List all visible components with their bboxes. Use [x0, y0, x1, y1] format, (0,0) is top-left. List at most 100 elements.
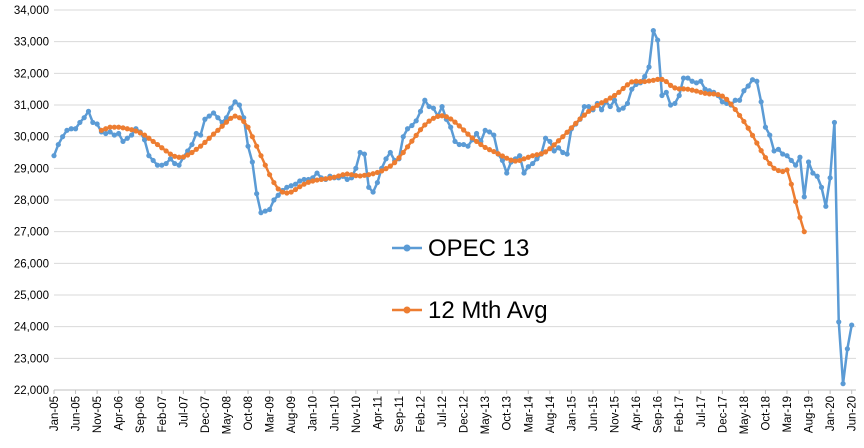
y-tick-label: 23,000 [14, 353, 49, 365]
data-point [374, 169, 380, 176]
data-point [167, 151, 174, 157]
data-point [831, 119, 838, 126]
data-point [245, 143, 251, 149]
legend-item-12-mth-avg: 12 Mth Avg [392, 297, 548, 324]
data-point [499, 157, 506, 164]
data-point [198, 132, 204, 138]
data-point [823, 203, 829, 209]
data-point [607, 103, 613, 110]
data-point [797, 154, 803, 160]
x-tick-label: Jun-20 [847, 396, 859, 431]
data-point [210, 131, 217, 137]
data-point [836, 319, 842, 325]
data-point [797, 214, 803, 221]
data-point [404, 144, 411, 150]
data-point [146, 135, 152, 141]
data-point [473, 130, 480, 137]
x-tick-label: Jan-10 [308, 396, 320, 431]
data-point [754, 140, 760, 146]
data-point [568, 125, 575, 131]
data-point [685, 75, 691, 81]
data-point [478, 141, 484, 148]
data-point [771, 148, 777, 154]
data-point [193, 130, 199, 137]
data-point [780, 168, 786, 175]
data-point [301, 176, 307, 183]
data-point [206, 113, 212, 119]
data-point [499, 153, 506, 159]
data-point [120, 138, 126, 145]
data-point [340, 172, 346, 178]
data-point [163, 160, 169, 167]
data-point [685, 86, 691, 92]
data-point [689, 87, 695, 93]
data-point [379, 168, 385, 174]
data-point [323, 176, 329, 182]
x-tick-label: Aug-14 [545, 395, 557, 433]
data-point [51, 153, 57, 159]
x-tick-label: Mar-14 [523, 395, 535, 432]
data-point [310, 178, 316, 184]
data-point [663, 78, 669, 85]
data-point [741, 118, 747, 125]
data-point [504, 155, 510, 161]
data-point [150, 138, 156, 145]
data-point [801, 229, 807, 235]
data-point [702, 86, 708, 92]
x-tick-label: May-18 [739, 396, 751, 434]
data-point [258, 210, 264, 216]
data-point [491, 148, 497, 155]
data-point [219, 123, 225, 129]
data-point [241, 118, 247, 125]
x-tick-label: Oct-13 [502, 396, 514, 431]
x-tick-label: Apr-06 [114, 396, 126, 431]
data-point [465, 143, 471, 149]
data-point [762, 124, 769, 130]
data-point [818, 184, 825, 190]
data-point [90, 119, 96, 126]
data-point [353, 165, 359, 171]
data-point [189, 141, 195, 148]
data-point [383, 156, 389, 162]
data-point [603, 97, 609, 104]
data-point [426, 103, 432, 110]
data-point [767, 132, 773, 138]
y-axis-tick-labels: 22,000 23,000 24,000 25,000 26,000 27,000 28,0… [14, 5, 49, 397]
data-point [676, 86, 682, 92]
data-point [551, 142, 557, 148]
x-tick-label: Jul-12 [437, 396, 449, 427]
x-tick-label: Jun-10 [329, 396, 341, 431]
data-point [788, 157, 794, 164]
data-point [232, 99, 238, 105]
data-point [163, 148, 169, 154]
data-point [404, 126, 411, 132]
data-point [370, 171, 376, 177]
data-point [775, 146, 781, 152]
data-point [586, 103, 592, 110]
data-point [655, 76, 661, 82]
data-point [331, 174, 337, 180]
data-point [116, 130, 122, 137]
data-point [706, 91, 713, 97]
data-point [129, 132, 135, 138]
data-point [258, 153, 264, 159]
data-point [262, 162, 268, 168]
data-point [215, 115, 221, 121]
data-point [711, 91, 717, 97]
data-point [525, 164, 531, 170]
data-point [719, 93, 725, 99]
data-point [137, 130, 143, 136]
data-point [366, 172, 372, 178]
data-point [452, 119, 458, 125]
data-point [297, 178, 303, 184]
data-point [805, 159, 812, 165]
y-tick-label: 27,000 [14, 227, 49, 239]
x-tick-label: Feb-12 [416, 396, 428, 432]
data-point [232, 113, 238, 119]
x-tick-label: Sep-11 [394, 396, 406, 432]
data-point [159, 145, 165, 151]
data-point [370, 189, 376, 195]
data-point [103, 130, 109, 137]
data-point [573, 120, 579, 126]
data-point [254, 191, 260, 197]
